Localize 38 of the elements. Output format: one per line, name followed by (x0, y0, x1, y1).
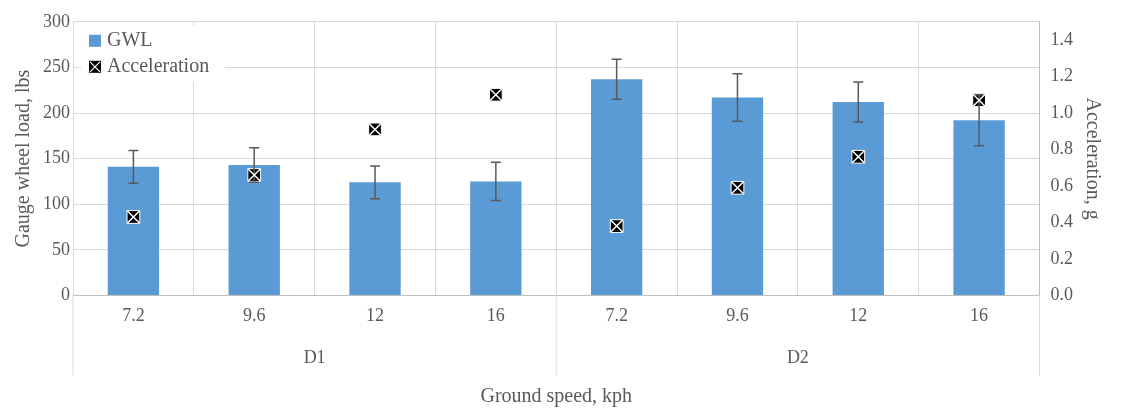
legend-label: Acceleration (107, 54, 210, 77)
y2-tick-label: 0.0 (1050, 284, 1073, 305)
y2-tick-label: 0.4 (1050, 211, 1073, 232)
x-tick-label: 9.6 (726, 304, 749, 325)
y2-tick-label: 0.8 (1050, 138, 1073, 159)
x-tick-label: 16 (486, 304, 505, 325)
x-tick-label: 12 (849, 304, 868, 325)
x-tick-label: 16 (970, 304, 989, 325)
y-tick-label: 200 (43, 101, 70, 122)
x-tick-label: 9.6 (242, 304, 266, 325)
text: D2 (786, 347, 809, 368)
y-tick-label: 50 (52, 238, 70, 259)
bar (107, 166, 160, 295)
legend-label: GWL (107, 28, 153, 51)
bar (711, 97, 764, 295)
y-tick-label: 250 (43, 56, 70, 77)
y2-tick-label: 1.0 (1050, 101, 1073, 122)
y2-tick-label: 0.2 (1050, 247, 1073, 268)
y2-tick-label: 1.4 (1050, 28, 1073, 49)
y-tick-label: 300 (43, 10, 70, 31)
y2-axis-title: Acceleration, g (1081, 97, 1105, 220)
y-tick-label: 0 (61, 284, 70, 305)
bar (832, 102, 884, 295)
y-tick-label: 100 (43, 192, 70, 213)
x-tick-label: 7.2 (122, 304, 145, 325)
y2-tick-label: 1.2 (1050, 65, 1073, 86)
bar (349, 182, 401, 295)
y-axis-title: Gauge wheel load, lbs (11, 69, 35, 248)
x-tick-label: 7.2 (605, 304, 628, 325)
x-axis-title: Ground speed, kph (480, 384, 633, 408)
x-tick-label: 12 (366, 304, 385, 325)
bar (228, 164, 280, 295)
y-tick-label: 150 (43, 147, 70, 168)
bar (590, 79, 643, 295)
bar (470, 181, 522, 295)
bar (953, 120, 1005, 295)
y2-tick-label: 0.6 (1050, 174, 1073, 195)
text: D1 (303, 347, 326, 368)
